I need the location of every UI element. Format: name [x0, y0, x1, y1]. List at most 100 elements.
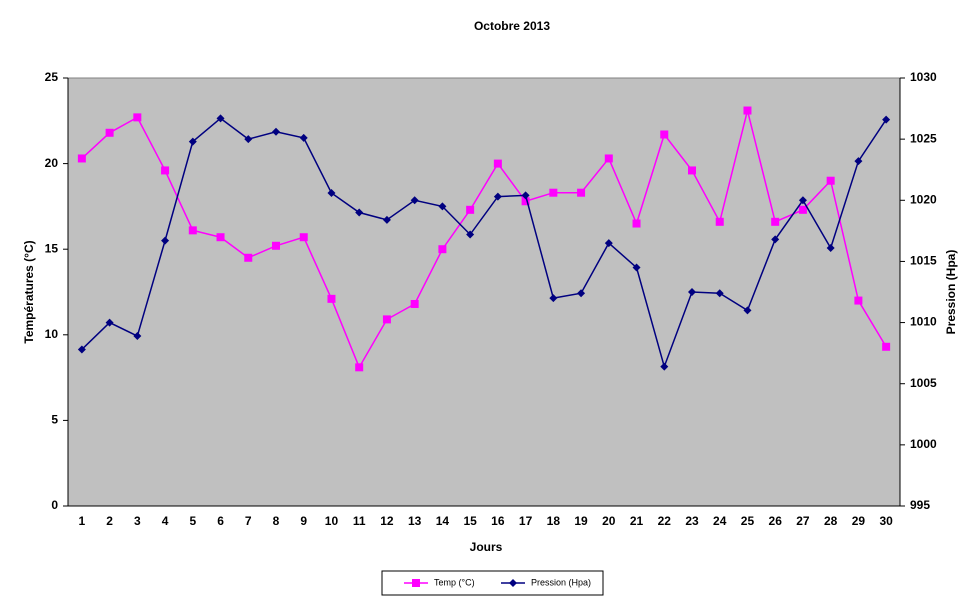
- marker: [798, 196, 807, 205]
- y2-tick-label: 1010: [910, 315, 937, 329]
- marker: [743, 106, 752, 115]
- series-line: [81, 110, 887, 370]
- marker: [798, 205, 807, 214]
- x-tick-label: 7: [245, 514, 252, 528]
- x-tick-label: 26: [769, 514, 783, 528]
- y-tick-label: 10: [45, 327, 59, 341]
- y-tick-label: 5: [51, 413, 58, 427]
- marker: [771, 217, 780, 226]
- marker: [854, 157, 863, 166]
- y-tick-label: 25: [45, 70, 59, 84]
- x-tick-label: 21: [630, 514, 644, 528]
- x-axis-label: Jours: [470, 540, 503, 554]
- marker: [604, 154, 613, 163]
- series-line: [81, 117, 887, 370]
- x-tick-label: 23: [685, 514, 699, 528]
- marker: [244, 253, 253, 262]
- y2-axis-label: Pression (Hpa): [944, 250, 958, 335]
- marker: [216, 233, 225, 242]
- marker: [466, 230, 475, 239]
- marker: [133, 113, 142, 122]
- marker: [688, 288, 696, 296]
- x-tick-label: 30: [879, 514, 893, 528]
- marker: [509, 579, 517, 587]
- x-tick-label: 29: [852, 514, 866, 528]
- marker: [549, 188, 558, 197]
- marker: [715, 289, 724, 298]
- marker: [493, 192, 502, 201]
- y2-tick-label: 1025: [910, 131, 937, 145]
- x-tick-label: 20: [602, 514, 616, 528]
- x-tick-label: 4: [162, 514, 169, 528]
- marker: [382, 215, 391, 224]
- marker: [327, 294, 336, 303]
- marker: [410, 196, 419, 205]
- marker: [272, 127, 280, 136]
- marker: [412, 579, 420, 587]
- marker: [743, 306, 752, 315]
- marker: [188, 226, 197, 235]
- y-axis-label: Températures (°C): [22, 240, 36, 343]
- marker: [438, 202, 447, 211]
- marker: [272, 241, 280, 250]
- x-tick-label: 12: [380, 514, 394, 528]
- marker: [604, 239, 613, 248]
- x-tick-label: 27: [796, 514, 810, 528]
- marker: [632, 219, 641, 228]
- x-tick-label: 22: [658, 514, 672, 528]
- x-tick-label: 24: [713, 514, 727, 528]
- y2-tick-label: 1030: [910, 70, 937, 84]
- marker: [105, 128, 114, 137]
- y2-tick-label: 1000: [910, 437, 937, 451]
- y-tick-label: 20: [45, 156, 59, 170]
- marker: [299, 233, 308, 242]
- marker: [660, 362, 669, 371]
- marker: [826, 243, 835, 252]
- marker: [688, 166, 696, 175]
- y2-tick-label: 1020: [910, 192, 937, 206]
- x-tick-label: 25: [741, 514, 755, 528]
- marker: [355, 208, 364, 217]
- x-tick-label: 19: [574, 514, 588, 528]
- marker: [410, 299, 419, 308]
- marker: [244, 135, 253, 144]
- chart-title: Octobre 2013: [474, 19, 550, 33]
- legend-label: Pression (Hpa): [531, 577, 591, 587]
- legend-label: Temp (°C): [434, 577, 475, 587]
- plot-area: [67, 77, 901, 507]
- y2-tick-label: 1015: [910, 254, 937, 268]
- marker: [660, 130, 669, 139]
- x-tick-label: 16: [491, 514, 505, 528]
- marker: [826, 176, 835, 185]
- marker: [882, 342, 891, 351]
- x-tick-label: 2: [106, 514, 113, 528]
- marker: [632, 263, 641, 272]
- x-tick-label: 10: [325, 514, 339, 528]
- marker: [882, 115, 891, 124]
- marker: [133, 332, 142, 341]
- x-tick-label: 9: [300, 514, 307, 528]
- marker: [216, 114, 225, 123]
- x-tick-label: 6: [217, 514, 224, 528]
- marker: [493, 159, 502, 168]
- marker: [715, 217, 724, 226]
- marker: [355, 363, 364, 372]
- marker: [549, 294, 558, 303]
- marker: [438, 245, 447, 254]
- marker: [577, 188, 586, 197]
- x-tick-label: 3: [134, 514, 141, 528]
- y-tick-label: 15: [45, 241, 59, 255]
- marker: [521, 191, 530, 200]
- marker: [299, 133, 308, 142]
- x-tick-label: 17: [519, 514, 533, 528]
- marker: [327, 188, 336, 197]
- legend: Temp (°C) Pression (Hpa): [381, 570, 604, 596]
- x-tick-label: 15: [463, 514, 477, 528]
- x-tick-label: 13: [408, 514, 422, 528]
- marker: [188, 137, 197, 146]
- x-tick-label: 8: [273, 514, 280, 528]
- marker: [577, 289, 586, 298]
- marker: [521, 197, 530, 206]
- x-tick-label: 18: [547, 514, 561, 528]
